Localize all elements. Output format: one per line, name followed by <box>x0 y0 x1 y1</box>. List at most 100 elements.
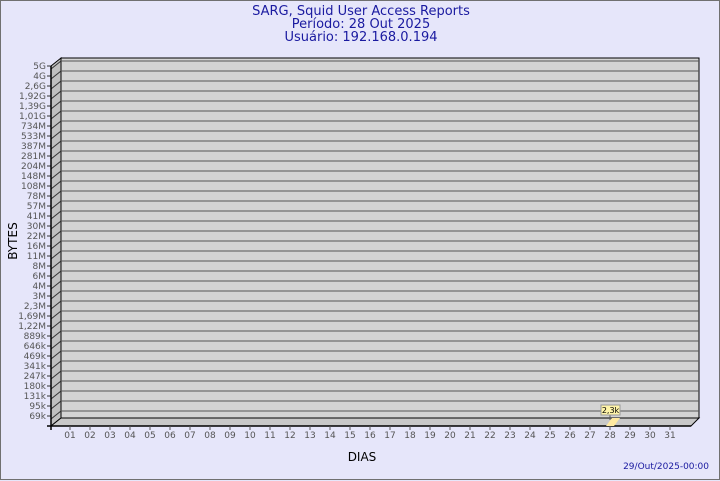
grid-depth-line <box>50 400 62 410</box>
y-tick-label: 387M <box>21 142 46 152</box>
y-tick-label: 16M <box>27 242 46 252</box>
x-tick-label: 31 <box>664 431 675 441</box>
y-tick-label: 247k <box>24 372 47 382</box>
grid-depth-line <box>50 180 62 190</box>
grid-depth-line <box>50 340 62 350</box>
grid-depth-line <box>50 90 62 100</box>
grid-depth-line <box>50 380 62 390</box>
y-tick-label: 22M <box>27 232 46 242</box>
x-tick-label: 29 <box>624 431 636 441</box>
grid-depth-line <box>50 200 62 210</box>
x-tick-label: 05 <box>144 431 155 441</box>
grid-depth-line <box>50 290 62 300</box>
grid-depth-line <box>50 100 62 110</box>
chart-period: Período: 28 Out 2025 <box>291 17 431 32</box>
x-tick-label: 01 <box>64 431 75 441</box>
x-tick-label: 19 <box>424 431 436 441</box>
x-tick-label: 15 <box>344 431 355 441</box>
x-tick-label: 30 <box>644 431 656 441</box>
y-tick-label: 95k <box>29 402 46 412</box>
y-tick-label: 78M <box>27 192 46 202</box>
y-tick-label: 30M <box>27 222 46 232</box>
grid-depth-line <box>50 60 62 70</box>
y-tick-label: 4M <box>33 282 47 292</box>
plot-floor <box>49 417 701 427</box>
y-tick-label: 108M <box>21 182 46 192</box>
y-tick-label: 8M <box>33 262 47 272</box>
timestamp: 29/Out/2025-00:00 <box>623 462 709 472</box>
x-tick-label: 11 <box>264 431 275 441</box>
y-tick-label: 57M <box>27 202 46 212</box>
plot-back-wall <box>60 57 700 419</box>
data-label-box <box>600 404 621 416</box>
y-tick-label: 1,22M <box>18 322 46 332</box>
grid-depth-line <box>50 190 62 200</box>
grid-depth-line <box>50 160 62 170</box>
y-tick-label: 4G <box>33 72 46 82</box>
x-tick-label: 17 <box>384 431 395 441</box>
grid-depth-line <box>50 170 62 180</box>
grid-depth-line <box>50 410 62 420</box>
y-axis-label: BYTES <box>6 222 20 259</box>
y-tick-label: 646k <box>24 342 47 352</box>
x-tick-label: 18 <box>404 431 416 441</box>
data-label: 2,3k <box>602 406 620 415</box>
x-tick-label: 12 <box>284 431 295 441</box>
grid-depth-line <box>50 250 62 260</box>
y-tick-label: 11M <box>27 252 46 262</box>
grid-depth-line <box>50 280 62 290</box>
grid-depth-line <box>50 120 62 130</box>
y-tick-label: 1,69M <box>18 312 46 322</box>
grid-depth-line <box>50 330 62 340</box>
x-tick-label: 14 <box>324 431 336 441</box>
grid-depth-line <box>50 350 62 360</box>
y-tick-label: 889k <box>24 332 47 342</box>
grid-depth-line <box>50 320 62 330</box>
x-tick-label: 04 <box>124 431 136 441</box>
grid-depth-line <box>50 70 62 80</box>
x-tick-label: 02 <box>84 431 95 441</box>
grid-depth-line <box>50 360 62 370</box>
x-tick-label: 10 <box>244 431 256 441</box>
x-tick-label: 21 <box>464 431 475 441</box>
x-tick-label: 03 <box>104 431 115 441</box>
y-tick-label: 1,39G <box>19 102 46 112</box>
grid-depth-line <box>50 210 62 220</box>
x-tick-label: 23 <box>504 431 515 441</box>
x-tick-label: 22 <box>484 431 495 441</box>
x-tick-label: 07 <box>184 431 195 441</box>
y-tick-label: 1,01G <box>19 112 46 122</box>
x-tick-label: 06 <box>164 431 176 441</box>
y-tick-label: 469k <box>24 352 47 362</box>
grid-depth-line <box>50 270 62 280</box>
x-axis-label: DIAS <box>348 450 377 464</box>
grid-depth-line <box>50 390 62 400</box>
grid-depth-line <box>50 230 62 240</box>
grid-depth-line <box>50 140 62 150</box>
x-tick-label: 16 <box>364 431 376 441</box>
chart-title: SARG, Squid User Access Reports <box>252 4 470 19</box>
y-tick-label: 2,6G <box>25 82 46 92</box>
y-tick-label: 281M <box>21 152 46 162</box>
grid-depth-line <box>50 310 62 320</box>
grid-depth-line <box>50 80 62 90</box>
x-tick-label: 08 <box>204 431 216 441</box>
x-tick-label: 20 <box>444 431 456 441</box>
x-tick-label: 25 <box>544 431 555 441</box>
y-tick-label: 1,92G <box>19 92 46 102</box>
grid-depth-line <box>50 300 62 310</box>
y-tick-label: 341k <box>24 362 47 372</box>
y-tick-label: 148M <box>21 172 46 182</box>
x-tick-label: 28 <box>604 431 616 441</box>
y-tick-label: 131k <box>24 392 47 402</box>
grid-depth-line <box>50 370 62 380</box>
grid-depth-line <box>50 220 62 230</box>
y-tick-label: 6M <box>33 272 47 282</box>
y-tick-label: 5G <box>33 62 46 72</box>
y-tick-label: 3M <box>33 292 47 302</box>
y-tick-label: 41M <box>27 212 46 222</box>
grid-depth-line <box>50 260 62 270</box>
x-tick-label: 24 <box>524 431 536 441</box>
